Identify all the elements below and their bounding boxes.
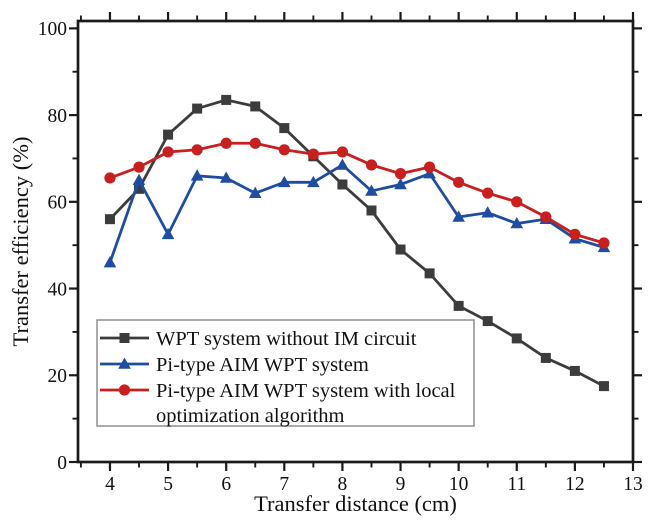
circle-marker bbox=[336, 146, 349, 158]
series-2 bbox=[104, 137, 610, 249]
circle-marker bbox=[118, 384, 131, 396]
square-marker bbox=[569, 365, 580, 376]
legend-label: optimization algorithm bbox=[156, 405, 345, 427]
triangle-marker bbox=[118, 357, 131, 369]
legend-label: Pi-type AIM WPT system bbox=[156, 354, 369, 376]
square-marker bbox=[134, 183, 145, 194]
circle-marker bbox=[307, 148, 319, 160]
legend: WPT system without IM circuit Pi-type AIM… bbox=[96, 319, 475, 427]
triangle-marker bbox=[278, 175, 291, 188]
y-tick-label: 40 bbox=[48, 279, 68, 300]
square-marker bbox=[540, 352, 551, 363]
x-tick-label: 8 bbox=[338, 474, 348, 495]
triangle-marker bbox=[219, 171, 233, 183]
square-marker bbox=[119, 333, 130, 343]
circle-marker bbox=[162, 146, 174, 158]
triangle-marker bbox=[103, 256, 117, 268]
circle-marker bbox=[394, 168, 407, 180]
triangle-marker bbox=[423, 167, 436, 179]
square-marker bbox=[337, 179, 348, 190]
circle-marker bbox=[482, 187, 494, 199]
triangle-marker bbox=[161, 227, 175, 240]
square-marker bbox=[104, 214, 115, 225]
triangle-marker bbox=[394, 177, 407, 190]
plot-border bbox=[76, 19, 635, 464]
square-marker bbox=[598, 381, 609, 392]
x-tick-label: 4 bbox=[105, 474, 115, 495]
x-tick-label: 12 bbox=[565, 474, 585, 495]
square-marker bbox=[424, 268, 435, 279]
square-marker bbox=[366, 205, 377, 216]
triangle-marker bbox=[510, 217, 524, 229]
circle-marker bbox=[220, 137, 232, 149]
x-tick-label: 13 bbox=[623, 474, 643, 495]
square-marker bbox=[163, 129, 174, 140]
circle-marker bbox=[540, 211, 552, 223]
x-tick-label: 10 bbox=[449, 474, 469, 495]
circle-marker bbox=[104, 172, 116, 184]
x-tick-label: 9 bbox=[396, 474, 406, 495]
series-line bbox=[108, 163, 605, 263]
triangle-marker bbox=[307, 175, 320, 188]
triangle-marker bbox=[336, 158, 349, 170]
square-marker bbox=[395, 244, 406, 255]
x-axis-title: Transfer distance (cm) bbox=[254, 491, 457, 516]
circle-marker bbox=[423, 161, 436, 173]
triangle-marker bbox=[481, 206, 495, 218]
legend-label: Pi-type AIM WPT system with local bbox=[156, 380, 456, 402]
circle-marker bbox=[453, 176, 465, 188]
square-marker bbox=[482, 316, 493, 327]
y-tick-label: 60 bbox=[48, 193, 68, 214]
x-tick-label: 7 bbox=[279, 474, 289, 495]
circle-marker bbox=[365, 159, 378, 171]
x-tick-label: 11 bbox=[507, 474, 526, 495]
triangle-marker bbox=[365, 184, 378, 196]
triangle-marker bbox=[132, 173, 146, 185]
triangle-marker bbox=[452, 210, 465, 222]
square-marker bbox=[453, 300, 464, 311]
legend-box bbox=[96, 319, 475, 427]
circle-marker bbox=[278, 144, 290, 156]
y-tick-label: 100 bbox=[38, 19, 67, 40]
circle-marker bbox=[249, 137, 261, 149]
square-marker bbox=[192, 103, 203, 114]
y-tick-label: 80 bbox=[48, 106, 68, 127]
y-tick-label: 0 bbox=[57, 453, 67, 474]
circle-marker bbox=[511, 196, 523, 208]
square-marker bbox=[279, 123, 290, 134]
square-marker bbox=[221, 94, 232, 105]
square-marker bbox=[250, 101, 261, 112]
x-tick-labels: 4 5 6 7 8 9 10 11 12 13 bbox=[105, 474, 643, 495]
circle-marker bbox=[191, 144, 203, 156]
circle-marker bbox=[598, 237, 610, 249]
triangle-marker bbox=[190, 169, 204, 181]
circle-marker bbox=[569, 228, 581, 240]
y-axis-title: Transfer efficiency (%) bbox=[8, 137, 33, 347]
y-tick-label: 20 bbox=[48, 366, 68, 387]
legend-label: WPT system without IM circuit bbox=[156, 328, 417, 350]
circle-marker bbox=[133, 161, 145, 173]
square-marker bbox=[511, 333, 522, 344]
y-tick-labels: 0 20 40 60 80 100 bbox=[38, 19, 67, 474]
x-tick-label: 5 bbox=[163, 474, 173, 495]
triangle-marker bbox=[248, 186, 262, 198]
x-tick-label: 6 bbox=[221, 474, 231, 495]
